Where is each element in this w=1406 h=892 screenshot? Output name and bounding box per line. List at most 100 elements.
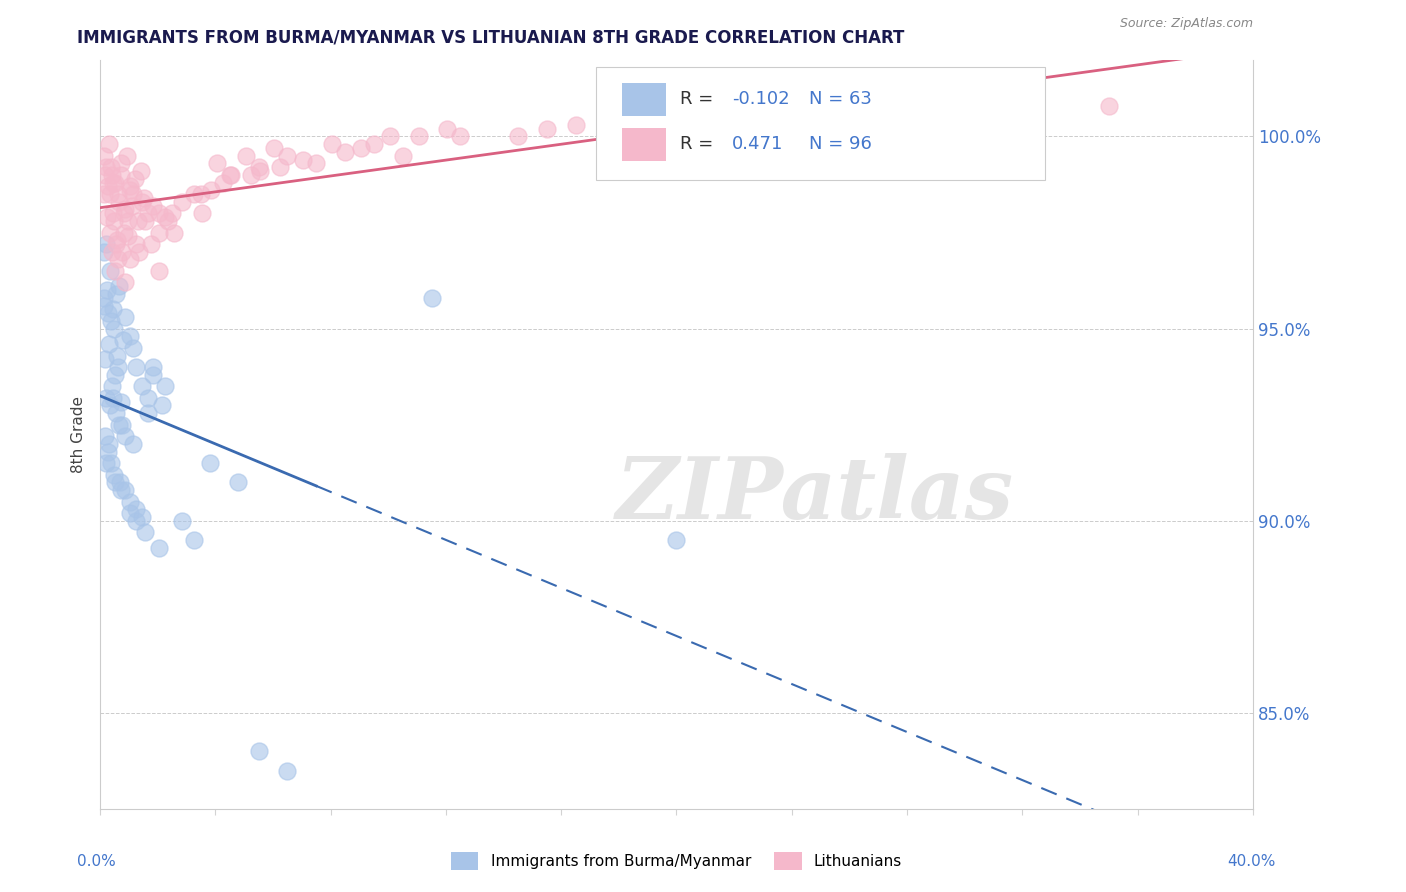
Point: [436, 121, 458, 136]
Point: [142, 199, 165, 213]
Point: [108, 417, 131, 432]
Point: [191, 206, 214, 220]
Point: [118, 179, 141, 194]
Text: -0.102: -0.102: [731, 90, 789, 108]
Point: [101, 244, 124, 259]
Point: [125, 502, 148, 516]
Point: [240, 168, 263, 182]
Point: [94, 429, 117, 443]
Y-axis label: 8th Grade: 8th Grade: [72, 396, 86, 473]
Point: [120, 506, 142, 520]
Point: [131, 379, 153, 393]
Point: [247, 160, 270, 174]
Point: [136, 406, 159, 420]
Point: [363, 137, 385, 152]
Point: [665, 533, 688, 547]
Point: [114, 429, 136, 443]
Point: [124, 171, 146, 186]
Point: [333, 145, 356, 159]
Point: [249, 164, 271, 178]
Point: [104, 475, 127, 490]
Point: [967, 110, 990, 124]
Point: [114, 202, 136, 217]
Point: [162, 226, 184, 240]
Point: [115, 149, 138, 163]
Point: [132, 191, 155, 205]
Point: [129, 164, 152, 178]
Point: [420, 291, 443, 305]
Point: [183, 187, 205, 202]
Point: [101, 379, 124, 393]
Point: [235, 149, 257, 163]
Point: [112, 206, 135, 220]
Point: [408, 129, 430, 144]
Point: [321, 137, 343, 152]
Point: [122, 187, 145, 202]
Point: [100, 456, 122, 470]
Point: [536, 121, 558, 136]
Point: [114, 310, 136, 324]
Text: 0.0%: 0.0%: [77, 854, 115, 869]
Point: [136, 206, 159, 220]
Point: [105, 233, 128, 247]
Point: [1098, 99, 1121, 113]
Point: [896, 118, 918, 132]
Point: [506, 129, 529, 144]
Point: [101, 206, 124, 220]
FancyBboxPatch shape: [623, 83, 666, 116]
Point: [100, 314, 122, 328]
Point: [269, 160, 291, 174]
Point: [98, 187, 121, 202]
Point: [153, 210, 176, 224]
Point: [101, 176, 124, 190]
Point: [93, 244, 115, 259]
Point: [96, 210, 118, 224]
Point: [104, 237, 127, 252]
Point: [105, 349, 128, 363]
Point: [247, 744, 270, 758]
Point: [198, 456, 221, 470]
Point: [276, 149, 298, 163]
Point: [93, 291, 115, 305]
Point: [148, 264, 170, 278]
Point: [200, 183, 222, 197]
Point: [98, 137, 121, 152]
Point: [125, 514, 148, 528]
Point: [118, 252, 141, 267]
Point: [98, 337, 121, 351]
Point: [824, 129, 846, 144]
Point: [449, 129, 471, 144]
Point: [108, 279, 131, 293]
Point: [148, 206, 170, 220]
Point: [108, 194, 131, 209]
Point: [104, 368, 127, 382]
Point: [112, 226, 135, 240]
Text: Source: ZipAtlas.com: Source: ZipAtlas.com: [1119, 17, 1253, 29]
Point: [98, 264, 121, 278]
Point: [127, 214, 149, 228]
Point: [93, 187, 115, 202]
Point: [172, 514, 194, 528]
Text: N = 96: N = 96: [808, 136, 872, 153]
Point: [117, 229, 139, 244]
Point: [110, 483, 132, 497]
Point: [97, 444, 120, 458]
Point: [737, 110, 759, 124]
Point: [120, 494, 142, 508]
Point: [104, 176, 127, 190]
Point: [101, 168, 124, 182]
Point: [107, 359, 129, 374]
Point: [378, 129, 401, 144]
Point: [122, 341, 145, 355]
Point: [172, 194, 194, 209]
Point: [93, 299, 115, 313]
Point: [142, 359, 165, 374]
FancyBboxPatch shape: [596, 67, 1045, 179]
Point: [104, 264, 127, 278]
Point: [228, 475, 250, 490]
Point: [391, 149, 413, 163]
Point: [292, 153, 315, 167]
Point: [305, 156, 328, 170]
Point: [94, 352, 117, 367]
Point: [263, 141, 285, 155]
